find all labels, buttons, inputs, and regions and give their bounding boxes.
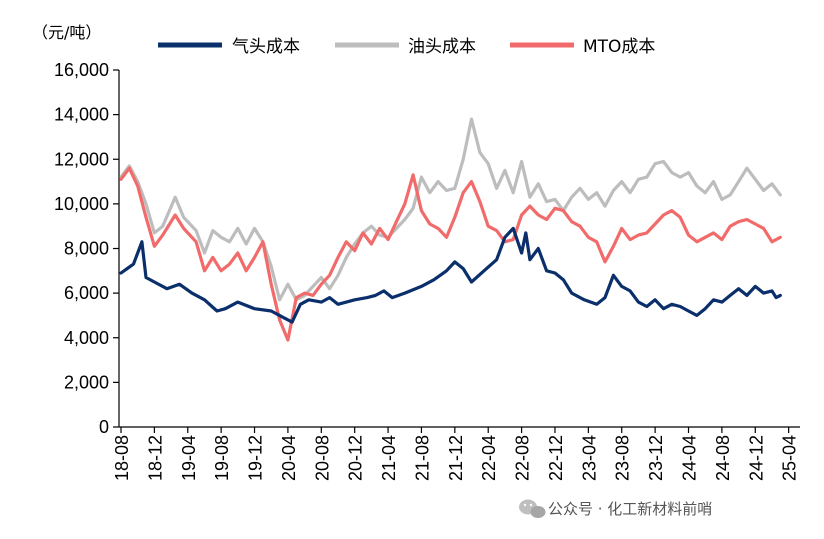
x-tick-label: 23-08 — [613, 435, 633, 481]
series-line-oil — [119, 117, 782, 302]
x-tick-label: 22-04 — [479, 435, 499, 481]
x-tick-label: 23-12 — [646, 435, 666, 481]
x-tick-label: 20-08 — [312, 435, 332, 481]
y-axis: 0 2,000 4,000 6,000 8,000 10,000 12,000 14,000 1… — [54, 60, 120, 437]
x-tick-label: 20-04 — [279, 435, 299, 481]
y-tick-label: 16,000 — [54, 60, 109, 80]
x-tick-label: 19-04 — [179, 435, 199, 481]
x-tick-label: 19-12 — [246, 435, 266, 481]
y-tick-label: 14,000 — [54, 105, 109, 125]
y-tick-label: 12,000 — [54, 149, 109, 169]
x-tick-label: 24-08 — [713, 435, 733, 481]
x-tick-label: 22-08 — [513, 435, 533, 481]
x-tick-label: 21-12 — [446, 435, 466, 481]
x-tick-label: 21-04 — [379, 435, 399, 481]
y-tick-label: 6,000 — [64, 283, 109, 303]
x-tick-label: 19-08 — [212, 435, 232, 481]
watermark-text: 公众号 · 化工新材料前哨 — [548, 500, 712, 518]
y-tick-label: 10,000 — [54, 194, 109, 214]
x-axis: 18-08 18-12 19-04 19-08 19-12 20-04 20-08 20-12… — [112, 426, 800, 481]
x-tick-label: 18-08 — [112, 435, 132, 481]
watermark: 公众号 · 化工新材料前哨 — [519, 499, 712, 518]
y-tick-label: 2,000 — [64, 372, 109, 392]
y-tick-label: 4,000 — [64, 328, 109, 348]
unit-label: （元/吨） — [32, 23, 101, 42]
x-tick-label: 25-04 — [780, 435, 800, 481]
y-tick-label: 0 — [99, 417, 109, 437]
series-line-gas — [119, 226, 782, 324]
wechat-icon — [519, 499, 546, 518]
x-tick-label: 24-12 — [746, 435, 766, 481]
y-tick-label: 8,000 — [64, 239, 109, 259]
x-tick-label: 18-12 — [145, 435, 165, 481]
x-tick-label: 24-04 — [680, 435, 700, 481]
legend-label-oil: 油头成本 — [408, 37, 476, 57]
x-tick-label: 21-08 — [412, 435, 432, 481]
legend-label-mto: MTO成本 — [583, 37, 655, 57]
legend-label-gas: 气头成本 — [232, 37, 300, 57]
x-tick-label: 23-04 — [579, 435, 599, 481]
series-lines — [119, 117, 782, 342]
x-tick-label: 20-12 — [346, 435, 366, 481]
x-tick-label: 22-12 — [546, 435, 566, 481]
series-line-mto — [119, 166, 782, 342]
legend: 气头成本 油头成本 MTO成本 — [158, 37, 655, 57]
